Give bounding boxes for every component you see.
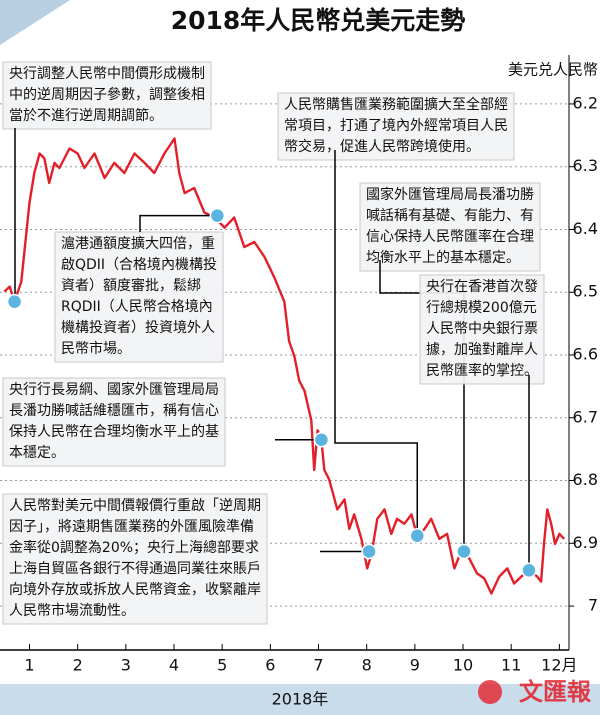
data-line [3, 137, 566, 595]
annotation-box [2, 493, 268, 625]
annotation-text: 幣交易，促進人民幣跨境使用。 [284, 138, 480, 155]
y-axis-label: 美元兑人民幣 [508, 61, 598, 79]
y-tick-label: 6.7 [573, 407, 598, 426]
annotation-dot [409, 528, 426, 544]
annotation-box [54, 231, 224, 363]
annotation-text: 人民幣對美元中間價報價行重啟「逆周期 [9, 497, 261, 514]
x-tick-label: 11 [501, 656, 521, 675]
x-tick-label: 5 [217, 656, 227, 675]
y-tick-label: 6.8 [573, 470, 598, 489]
annotation-text: 滬港通額度擴大四倍，重 [61, 235, 215, 252]
annotation-dot [313, 431, 330, 448]
annotation-text: 中的逆周期因子參數，調整後相 [9, 87, 205, 103]
x-axis-label: 2018年 [272, 690, 329, 709]
annotation-text: 信心保持人民幣匯率在合理 [366, 228, 534, 245]
x-tick-label: 2 [73, 656, 83, 675]
annotation-text: 啟QDII（合格境內機構投 [61, 257, 217, 273]
annotation-box [2, 377, 226, 467]
annotation-dot [361, 543, 377, 560]
annotation-box [359, 182, 541, 272]
annotation-text: 民幣市場。 [61, 340, 131, 357]
annotation-text: 長潘功勝喊話維穩匯市，稱有信心 [9, 402, 219, 419]
x-tick-label: 6 [265, 656, 275, 675]
chart-title: 2018年人民幣兑美元走勢 [171, 6, 466, 35]
annotation-dot [521, 562, 537, 579]
x-tick-label: 10 [453, 656, 473, 675]
y-tick-label: 6.4 [573, 219, 598, 238]
x-tick-label: 9 [410, 656, 420, 675]
annotation-text: 央行行長易綱、國家外匯管理局局 [9, 381, 219, 398]
annotation: 人民幣購售匯業務範圍擴大至全部經常項目，打通了境內外經常項目人民幣交易，促進人民… [277, 92, 515, 544]
annotation-text: 央行在香港首次發 [426, 279, 538, 295]
x-tick-label: 8 [362, 656, 372, 675]
annotation: 央行行長易綱、國家外匯管理局局長潘功勝喊話維穩匯市，稱有信心保持人民幣在合理均衡… [2, 377, 330, 467]
leader-line [139, 214, 218, 232]
annotation-text: 國家外匯管理局局長潘功勝 [366, 186, 534, 203]
annotation-text: RQDII（人民幣合格境內 [61, 299, 213, 315]
annotation-text: 向境外存放或拆放人民幣資金，收緊離岸 [9, 581, 261, 598]
annotation-box [277, 92, 515, 161]
annotation: 央行在香港首次發行總規模200億元人民幣中央銀行票據，加強對離岸人民幣匯率的掌控… [419, 274, 545, 579]
annotation-text: 資者）額度審批，鬆綁 [61, 278, 201, 294]
annotation-text: 央行調整人民幣中間價形成機制 [9, 65, 205, 82]
annotation-text: 喊話稱有基礎、有能力、有 [366, 207, 534, 224]
x-tick-label: 12月 [541, 656, 577, 675]
x-tick-label: 1 [24, 656, 34, 675]
x-tick-label: 3 [121, 656, 131, 675]
annotation: 國家外匯管理局局長潘功勝喊話稱有基礎、有能力、有信心保持人民幣匯率在合理均衡水平… [359, 182, 541, 560]
y-tick-label: 6.2 [573, 93, 598, 112]
annotation-text: 上海自貿區各銀行不得通過同業往來賬戶 [9, 560, 261, 577]
annotation-text: 據，加強對離岸人 [426, 341, 538, 358]
watermark: 文匯報 [519, 678, 592, 706]
annotation-text: 保持人民幣在合理均衡水平上的基 [9, 423, 219, 440]
y-tick-label: 6.6 [573, 345, 598, 364]
annotation-text: 常項目，打通了境內外經常項目人民 [284, 117, 508, 134]
annotation-text: 人民幣中央銀行票 [426, 321, 538, 337]
annotation-text: 人民幣市場流動性。 [9, 602, 135, 619]
x-tick-label: 7 [313, 656, 323, 675]
leader-line [334, 150, 419, 536]
y-tick-label: 7 [588, 596, 598, 615]
x-tick-label: 4 [169, 656, 179, 675]
annotation-text: 民幣匯率的掌控。 [426, 362, 538, 379]
annotation-text: 行總規模200億元 [426, 299, 537, 316]
annotation-dot [456, 543, 472, 560]
annotation-text: 當於不進行逆周期調節。 [9, 107, 163, 124]
annotation-text: 金率從0調整為20%；央行上海總部要求 [9, 539, 259, 556]
y-tick-label: 6.5 [573, 282, 598, 301]
annotation-text: 本穩定。 [9, 445, 65, 461]
corner-decoration [0, 0, 70, 45]
annotation-text: 機構投資者）投資境外人 [61, 320, 215, 336]
annotation-dot [209, 207, 226, 224]
y-tick-label: 6.3 [573, 156, 598, 175]
annotation-box [2, 61, 212, 130]
annotation-text: 均衡水平上的基本穩定。 [366, 249, 520, 266]
annotation-text: 人民幣購售匯業務範圍擴大至全部經 [284, 96, 508, 113]
annotation-text: 因子」，將遠期售匯業務的外匯風險準備 [9, 519, 254, 535]
annotation-dot [6, 293, 23, 310]
logo [478, 680, 502, 704]
annotation-box [419, 274, 545, 385]
y-tick-label: 6.9 [573, 533, 598, 552]
annotation: 人民幣對美元中間價報價行重啟「逆周期因子」，將遠期售匯業務的外匯風險準備金率從0… [2, 493, 377, 625]
